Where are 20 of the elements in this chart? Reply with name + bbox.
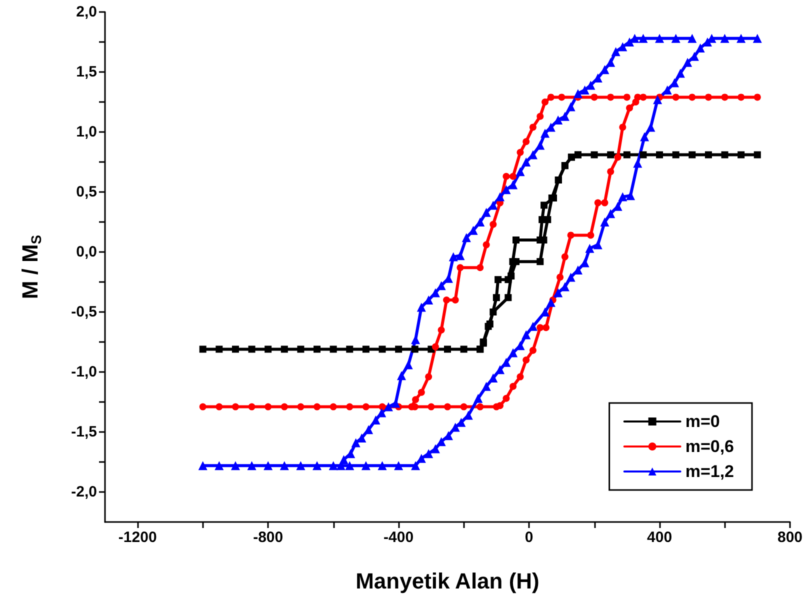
- y-tick-label: 0,5: [76, 184, 97, 200]
- y-tick-label: -2,0: [71, 484, 97, 500]
- y-axis-title: M / MS: [18, 234, 44, 300]
- legend-label: m=0,6: [685, 437, 734, 456]
- x-tick-label: 800: [777, 529, 803, 546]
- y-tick-label: -0,5: [71, 304, 97, 320]
- x-tick-label: -800: [253, 529, 284, 546]
- x-tick-label: -1200: [118, 529, 157, 546]
- x-axis-title: Manyetik Alan (H): [356, 568, 540, 594]
- y-tick-label: 0,0: [76, 244, 97, 260]
- x-tick-label: -400: [384, 529, 414, 546]
- x-tick-label: 0: [524, 529, 534, 546]
- legend-label: m=0: [685, 412, 720, 431]
- y-tick-label: 1,0: [76, 124, 97, 140]
- y-tick-label: -1,5: [71, 424, 97, 440]
- x-tick-label: 400: [647, 529, 672, 546]
- legend-label: m=1,2: [685, 462, 734, 481]
- y-tick-label: 2,0: [76, 4, 97, 20]
- y-tick-label: 1,5: [76, 64, 97, 80]
- y-tick-label: -1,0: [71, 364, 97, 380]
